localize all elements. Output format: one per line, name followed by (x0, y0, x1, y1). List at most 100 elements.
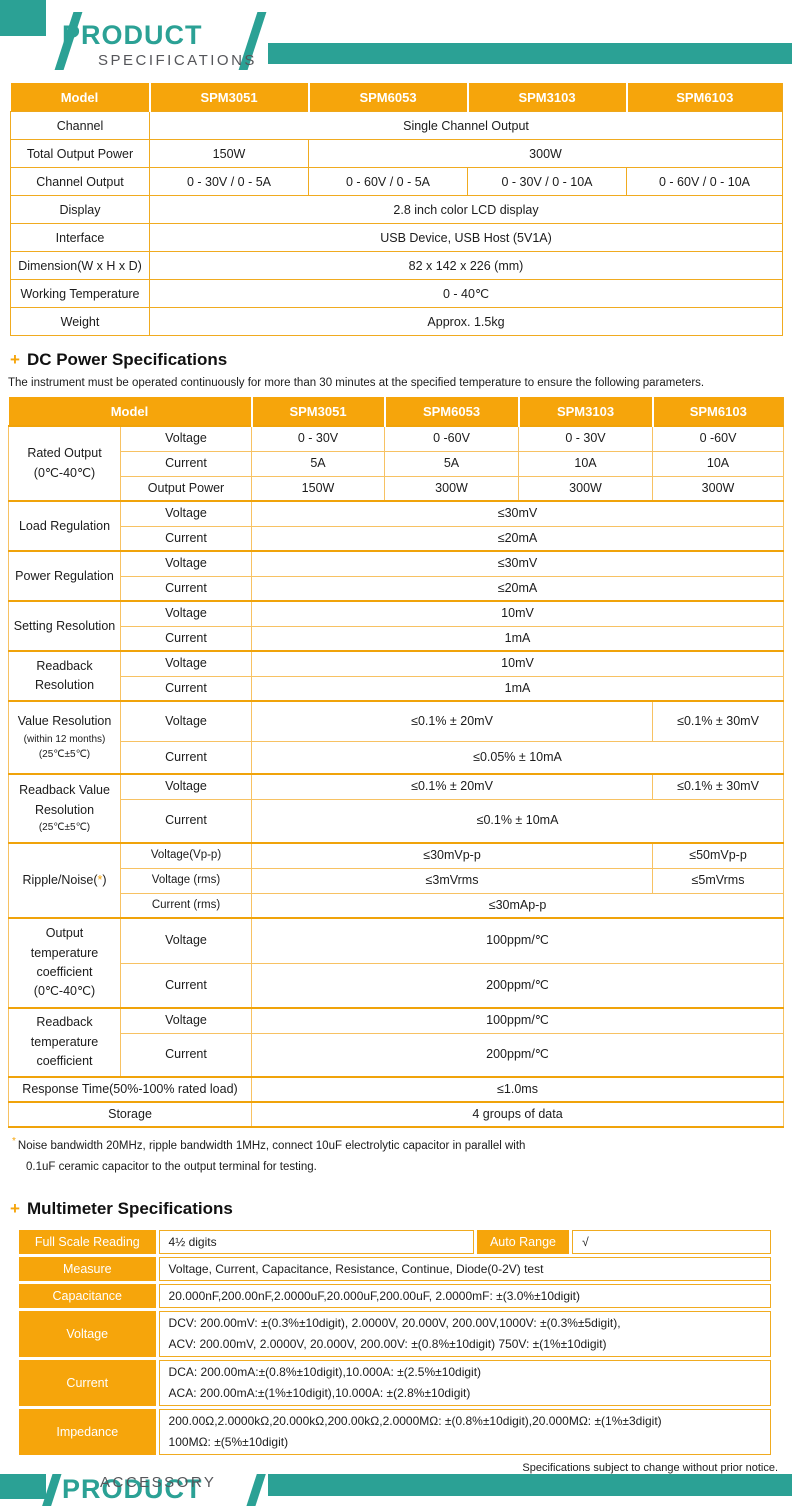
asterisk-mark: * (12, 1136, 16, 1147)
table-row: Current (rms) ≤30mAp-p (9, 892, 784, 919)
footer-slash-icon (243, 1473, 266, 1506)
cell: √ (572, 1229, 771, 1254)
table-row: Readback temperature coefficient Voltage… (8, 1007, 784, 1078)
sub-label: Current (120, 450, 252, 477)
cell: 10mV (251, 650, 784, 677)
section-title: DC Power Specifications (26, 350, 228, 369)
cell: 300W (518, 475, 653, 502)
sub-label: Voltage (120, 650, 252, 677)
label-line: (25℃±5℃) (38, 822, 91, 834)
group-label-readback-temp-coefficient: Readback temperature coefficient (8, 1007, 121, 1078)
cell: 4 groups of data (251, 1101, 784, 1128)
table-row: Readback Value Resolution (25℃±5℃) Volta… (8, 773, 784, 844)
value-line: ACV: 200.00mV, 2.0000V, 20.000V, 200.00V… (168, 1336, 607, 1351)
sub-label: Voltage (120, 425, 252, 452)
label-line: Readback (36, 658, 93, 673)
table-row: Voltage (rms) ≤3mVrms ≤5mVrms (9, 867, 784, 894)
cell: 100ppm/℃ (251, 1007, 784, 1034)
sub-label: Current (120, 962, 252, 1009)
table-row: Response Time(50%-100% rated load) ≤1.0m… (8, 1076, 784, 1103)
table-row: Capacitance 20.000nF,200.00nF,2.0000uF,2… (19, 1283, 771, 1308)
table-row: Current ≤20mA (9, 525, 784, 552)
sub-label: Current (120, 625, 252, 652)
table-row: Ripple/Noise(*) Voltage(Vp-p) ≤30mVp-p ≤… (8, 842, 784, 919)
label-line: Resolution (34, 678, 95, 692)
sub-label: Voltage (120, 1007, 252, 1034)
table-row: Output temperature coefficient (0℃-40℃) … (8, 917, 784, 1009)
column-header-model: Model (8, 397, 253, 427)
table-row: Load Regulation Voltage ≤30mV (8, 500, 784, 552)
content: Model SPM3051 SPM6053 SPM3103 SPM6103 Ch… (8, 83, 792, 1474)
row-label: Working Temperature (10, 279, 150, 308)
label-line: temperature (30, 1034, 99, 1049)
group-label-readback-resolution: Readback Resolution (8, 650, 121, 702)
cell: USB Device, USB Host (5V1A) (149, 223, 783, 252)
label-line: Output (45, 926, 84, 941)
cell: 0 - 60V / 0 - 10A (626, 167, 783, 196)
cell: 0 - 30V (518, 425, 653, 452)
value-line: 100MΩ: ±(5%±10digit) (168, 1434, 289, 1449)
table-row: Full Scale Reading 4½ digits Auto Range … (19, 1229, 771, 1254)
dc-footnote-line1: * Noise bandwidth 20MHz, ripple bandwidth… (12, 1136, 792, 1152)
sub-label: Current (120, 740, 252, 775)
multimeter-table: Full Scale Reading 4½ digits Auto Range … (16, 1227, 774, 1458)
cell: ≤5mVrms (652, 867, 784, 894)
dc-section-note: The instrument must be operated continuo… (8, 377, 705, 389)
row-label-current: Current (19, 1359, 156, 1406)
column-header-model: Model (10, 83, 151, 112)
group-label-output-temp-coefficient: Output temperature coefficient (0℃-40℃) (8, 917, 121, 1009)
label-line: (within 12 months) (23, 733, 106, 745)
table-row: Current ≤20mA (9, 575, 784, 602)
label-text: Ripple/Noise( (22, 873, 98, 888)
disclaimer-note: Specifications subject to change without… (522, 1461, 778, 1474)
dc-header-row: Model SPM3051 SPM6053 SPM3103 SPM6103 (8, 397, 784, 427)
plus-icon: + (10, 1198, 20, 1218)
cell: 300W (652, 475, 784, 502)
table-row: Voltage DCV: 200.00mV: ±(0.3%±10digit), … (19, 1310, 771, 1357)
cell: Approx. 1.5kg (149, 307, 783, 336)
cell: 20.000nF,200.00nF,2.0000uF,20.000uF,200.… (158, 1283, 771, 1308)
asterisk-mark: * (97, 873, 103, 888)
header-banner-subtitle: SPECIFICATIONS (98, 52, 257, 69)
row-label: Channel (10, 111, 150, 140)
cell: ≤0.1% ± 30mV (652, 773, 784, 800)
cell: ≤0.1% ± 20mV (251, 773, 653, 800)
label-line: (0℃-40℃) (33, 984, 96, 999)
cell: 2.8 inch color LCD display (149, 195, 783, 224)
row-label-impedance: Impedance (19, 1408, 156, 1455)
cell: 300W (384, 475, 519, 502)
group-label-ripple-noise: Ripple/Noise(*) (8, 842, 121, 919)
label-line: temperature (30, 945, 99, 960)
row-label-storage: Storage (8, 1101, 252, 1128)
footer-band-left (0, 1473, 46, 1499)
table-row: Channel Single Channel Output (10, 111, 783, 140)
cell: 150W (149, 139, 309, 168)
table-row: Display 2.8 inch color LCD display (10, 195, 783, 224)
sub-label: Voltage (120, 917, 252, 964)
cell: 1mA (251, 675, 784, 702)
cell: 1mA (251, 625, 784, 652)
footer-banner-title: PRODUCT (62, 1473, 203, 1504)
group-label-load-regulation: Load Regulation (8, 500, 121, 552)
label-line: Value Resolution (17, 714, 112, 729)
table-row: Current 1mA (9, 625, 784, 652)
table-row: Rated Output (0℃-40℃) Voltage 0 - 30V 0 … (8, 425, 784, 502)
cell: 0 - 40℃ (149, 279, 783, 308)
label-line: (25℃±5℃) (38, 749, 91, 761)
column-header-spm3051: SPM3051 (251, 397, 386, 427)
group-label-value-resolution: Value Resolution (within 12 months) (25℃… (8, 700, 121, 775)
cell: 200ppm/℃ (251, 1032, 784, 1078)
cell: 10A (652, 450, 784, 477)
label-line: coefficient (36, 1054, 93, 1069)
cell: 0 - 60V / 0 - 5A (308, 167, 468, 196)
label-line: Rated Output (27, 446, 102, 461)
label-line: Resolution (34, 802, 95, 817)
group-label-readback-value-resolution: Readback Value Resolution (25℃±5℃) (8, 773, 121, 844)
sub-label: Voltage (rms) (120, 867, 252, 894)
table-row: Current 200ppm/℃ (9, 962, 784, 1009)
column-header-spm3103: SPM3103 (467, 83, 628, 112)
cell: DCV: 200.00mV: ±(0.3%±10digit), 2.0000V,… (158, 1310, 771, 1357)
cell: ≤30mAp-p (251, 892, 784, 919)
cell: ≤0.1% ± 20mV (251, 700, 653, 742)
table-row: Readback Resolution Voltage 10mV (8, 650, 784, 702)
